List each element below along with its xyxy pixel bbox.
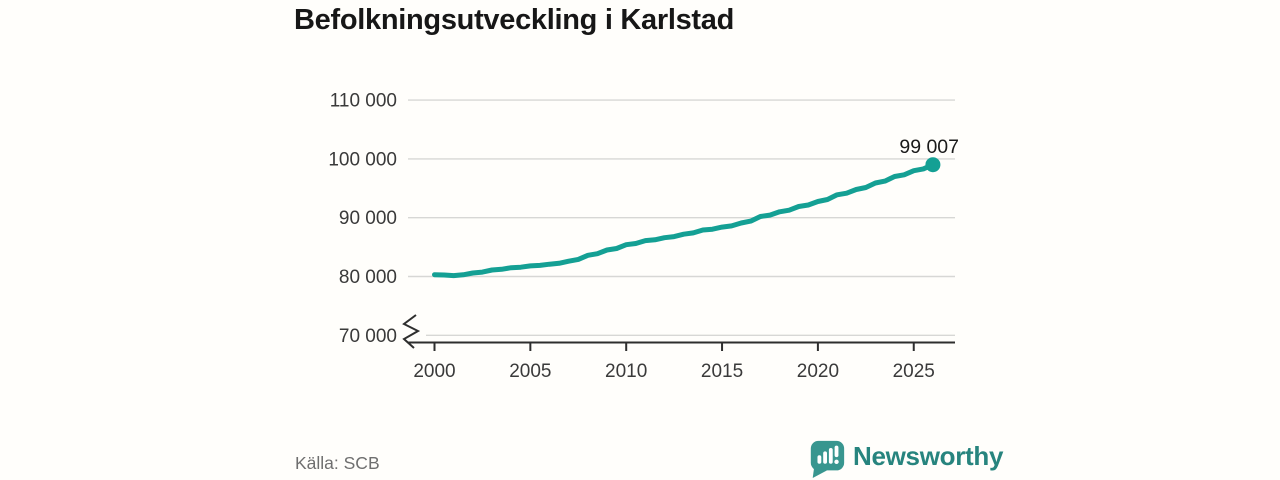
x-tick-label: 2000 bbox=[413, 361, 455, 382]
source-label: Källa: SCB bbox=[295, 453, 380, 473]
y-tick-label: 110 000 bbox=[330, 91, 397, 112]
x-tick-label: 2025 bbox=[893, 361, 935, 382]
y-tick-label: 70 000 bbox=[339, 326, 397, 347]
axis-break-icon bbox=[402, 314, 421, 349]
speech-bubble-shape bbox=[810, 440, 845, 479]
end-value-label: 99 007 bbox=[899, 136, 959, 158]
newsworthy-wordmark: Newsworthy bbox=[853, 441, 1004, 471]
y-tick-label: 80 000 bbox=[339, 267, 397, 288]
newsworthy-logo: Newsworthy bbox=[808, 439, 1003, 479]
x-tick-label: 2005 bbox=[509, 361, 551, 382]
y-tick-label: 90 000 bbox=[339, 208, 397, 229]
chart-title: Befolkningsutveckling i Karlstad bbox=[294, 4, 734, 36]
x-tick-label: 2020 bbox=[797, 361, 839, 382]
mini-bar-chart-glyph bbox=[817, 445, 839, 465]
end-point-dot bbox=[925, 157, 941, 173]
x-tick-label: 2010 bbox=[605, 361, 647, 382]
x-tick-label: 2015 bbox=[701, 361, 743, 382]
population-line bbox=[432, 162, 936, 279]
newsworthy-speech-bubble-bar-chart-icon bbox=[810, 440, 845, 479]
y-tick-label: 100 000 bbox=[328, 149, 397, 170]
